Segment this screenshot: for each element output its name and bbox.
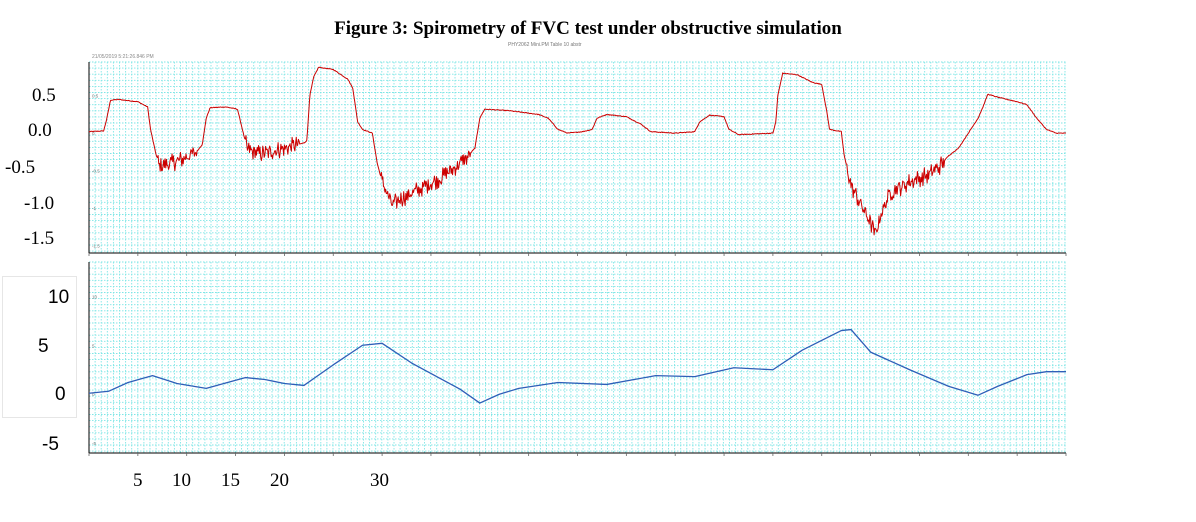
y-tick-label-bottom: 5 [38, 336, 49, 357]
inner-y-tick-label: -1.5 [92, 244, 100, 249]
recording-timestamp: 21/05/2019 5:21:26.846 PM [92, 54, 154, 60]
y-tick-label-top: -1.5 [24, 228, 55, 249]
inner-y-tick-label: 10 [92, 294, 98, 299]
inner-y-tick-label: -1 [92, 206, 96, 211]
y-tick-label-top: 0.5 [32, 85, 56, 106]
inner-y-tick-label: 0 [92, 392, 95, 397]
plot-background [89, 262, 1066, 453]
y-tick-label-bottom: -5 [42, 434, 59, 455]
inner-y-tick-label: 5 [92, 343, 95, 348]
x-tick-label: 20 [270, 470, 289, 491]
x-tick-label: 5 [133, 470, 143, 491]
figure-title: Figure 3: Spirometry of FVC test under o… [334, 18, 842, 39]
x-tick-label: 10 [172, 470, 191, 491]
plot-background [89, 62, 1066, 253]
recording-subtitle: PHY2062 Mini.PM Table 10 abstr [508, 42, 582, 48]
inner-y-tick-label: -5 [92, 441, 96, 446]
flow-panel: 0.5 0 -0.5 -1 -1.5 [88, 61, 1067, 256]
volume-panel: 10 5 0 -5 [88, 261, 1067, 456]
flow-series-line [88, 66, 1066, 236]
y-tick-label-top: -0.5 [5, 157, 36, 178]
y-tick-label-top: 0.0 [28, 120, 52, 141]
inner-y-tick-label: -0.5 [92, 169, 100, 174]
x-tick-label: 15 [221, 470, 240, 491]
y-tick-label-bottom: 0 [55, 384, 66, 405]
y-tick-label-top: -1.0 [24, 193, 55, 214]
x-tick-label: 30 [370, 470, 389, 491]
y-label-box [2, 276, 77, 418]
inner-y-tick-label: 0 [92, 131, 95, 136]
inner-y-tick-label: 0.5 [92, 94, 99, 99]
y-tick-label-bottom: 10 [48, 287, 70, 308]
volume-series-line [88, 328, 1066, 404]
